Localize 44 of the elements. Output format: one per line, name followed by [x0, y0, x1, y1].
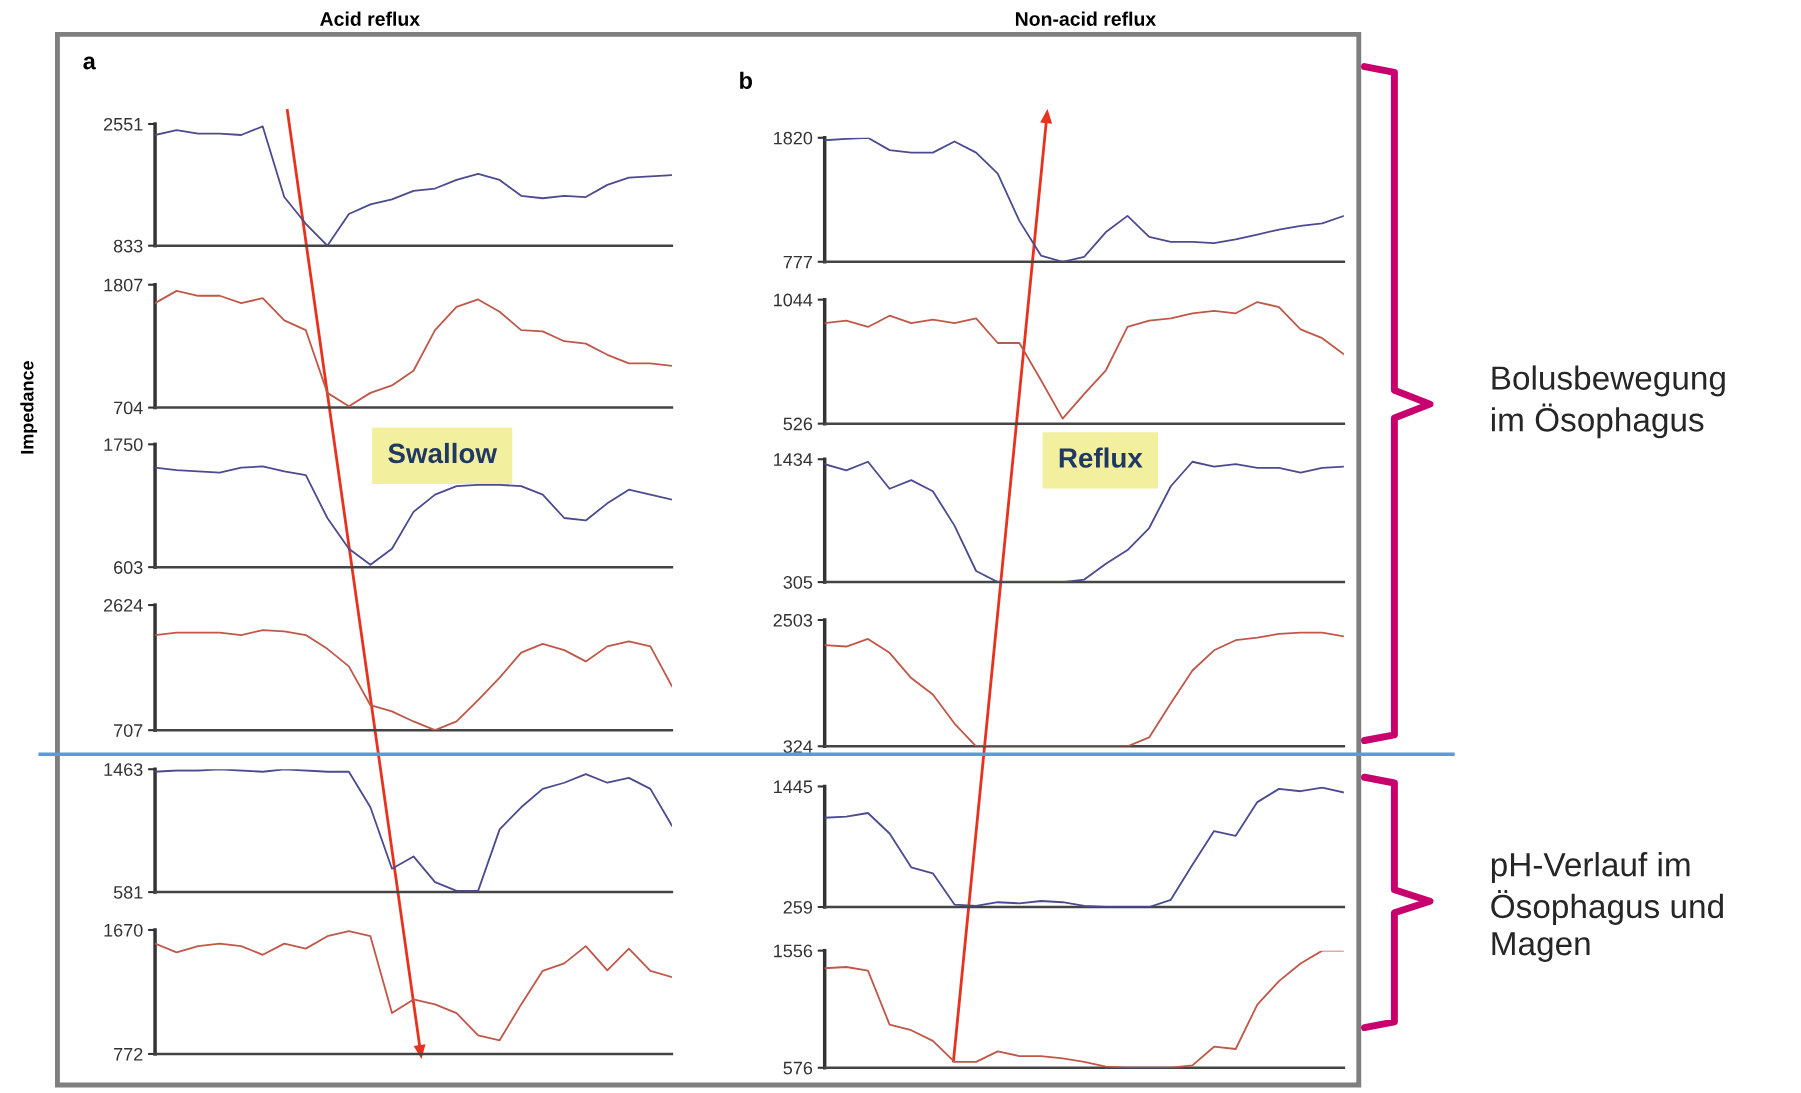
y-tick-label: 2624: [104, 598, 143, 612]
y-tick-label: 2551: [104, 117, 143, 131]
y-tick-label: 707: [114, 724, 143, 737]
y-tick-label: 305: [783, 576, 813, 589]
chart-subtitle: b: [740, 71, 752, 89]
line-series: [824, 631, 1344, 747]
y-tick-label: 1556: [774, 944, 813, 958]
line-series: [824, 301, 1344, 420]
y-tick-label: 1445: [774, 780, 813, 794]
annotation: Swallow: [388, 442, 498, 464]
line-series: [155, 289, 672, 408]
text: Bolusbewegung im Ösophagus: [1491, 365, 1725, 439]
y-tick-label: 1044: [774, 293, 813, 307]
line-series: [155, 769, 672, 892]
y-axis-title: Impedance: [20, 361, 38, 454]
y-tick-label: 777: [783, 255, 812, 269]
y-tick-label: 259: [783, 900, 813, 914]
line-series: [155, 629, 672, 731]
y-tick-label: 526: [783, 417, 813, 431]
chart-title: Non-acid reflux: [1015, 11, 1157, 26]
y-tick-label: 576: [783, 1061, 813, 1075]
y-tick-label: 324: [783, 740, 813, 753]
y-tick-label: 833: [113, 239, 143, 253]
y-tick-label: 1820: [774, 131, 813, 145]
text: pH-Verlauf im Ösophagus und Magen: [1491, 852, 1723, 962]
line-series: [155, 930, 672, 1042]
line-series: [155, 125, 672, 246]
y-tick-label: 1670: [104, 923, 143, 937]
line-series: [824, 950, 1344, 1068]
line-series: [824, 137, 1344, 262]
annotation: Reflux: [1059, 447, 1143, 468]
chart-title: Acid reflux: [320, 11, 420, 26]
line-series: [824, 786, 1344, 908]
y-tick-label: 772: [114, 1047, 143, 1061]
y-tick-label: 1434: [774, 453, 813, 466]
y-tick-label: 1807: [104, 278, 143, 292]
y-tick-label: 1463: [104, 763, 143, 776]
y-tick-label: 581: [113, 886, 143, 899]
y-tick-label: 704: [114, 401, 143, 415]
line-series: [155, 465, 672, 566]
y-tick-label: 603: [114, 561, 143, 574]
y-tick-label: 2503: [773, 613, 813, 627]
y-tick-label: 1750: [104, 438, 143, 452]
chart-subtitle: a: [83, 56, 96, 70]
